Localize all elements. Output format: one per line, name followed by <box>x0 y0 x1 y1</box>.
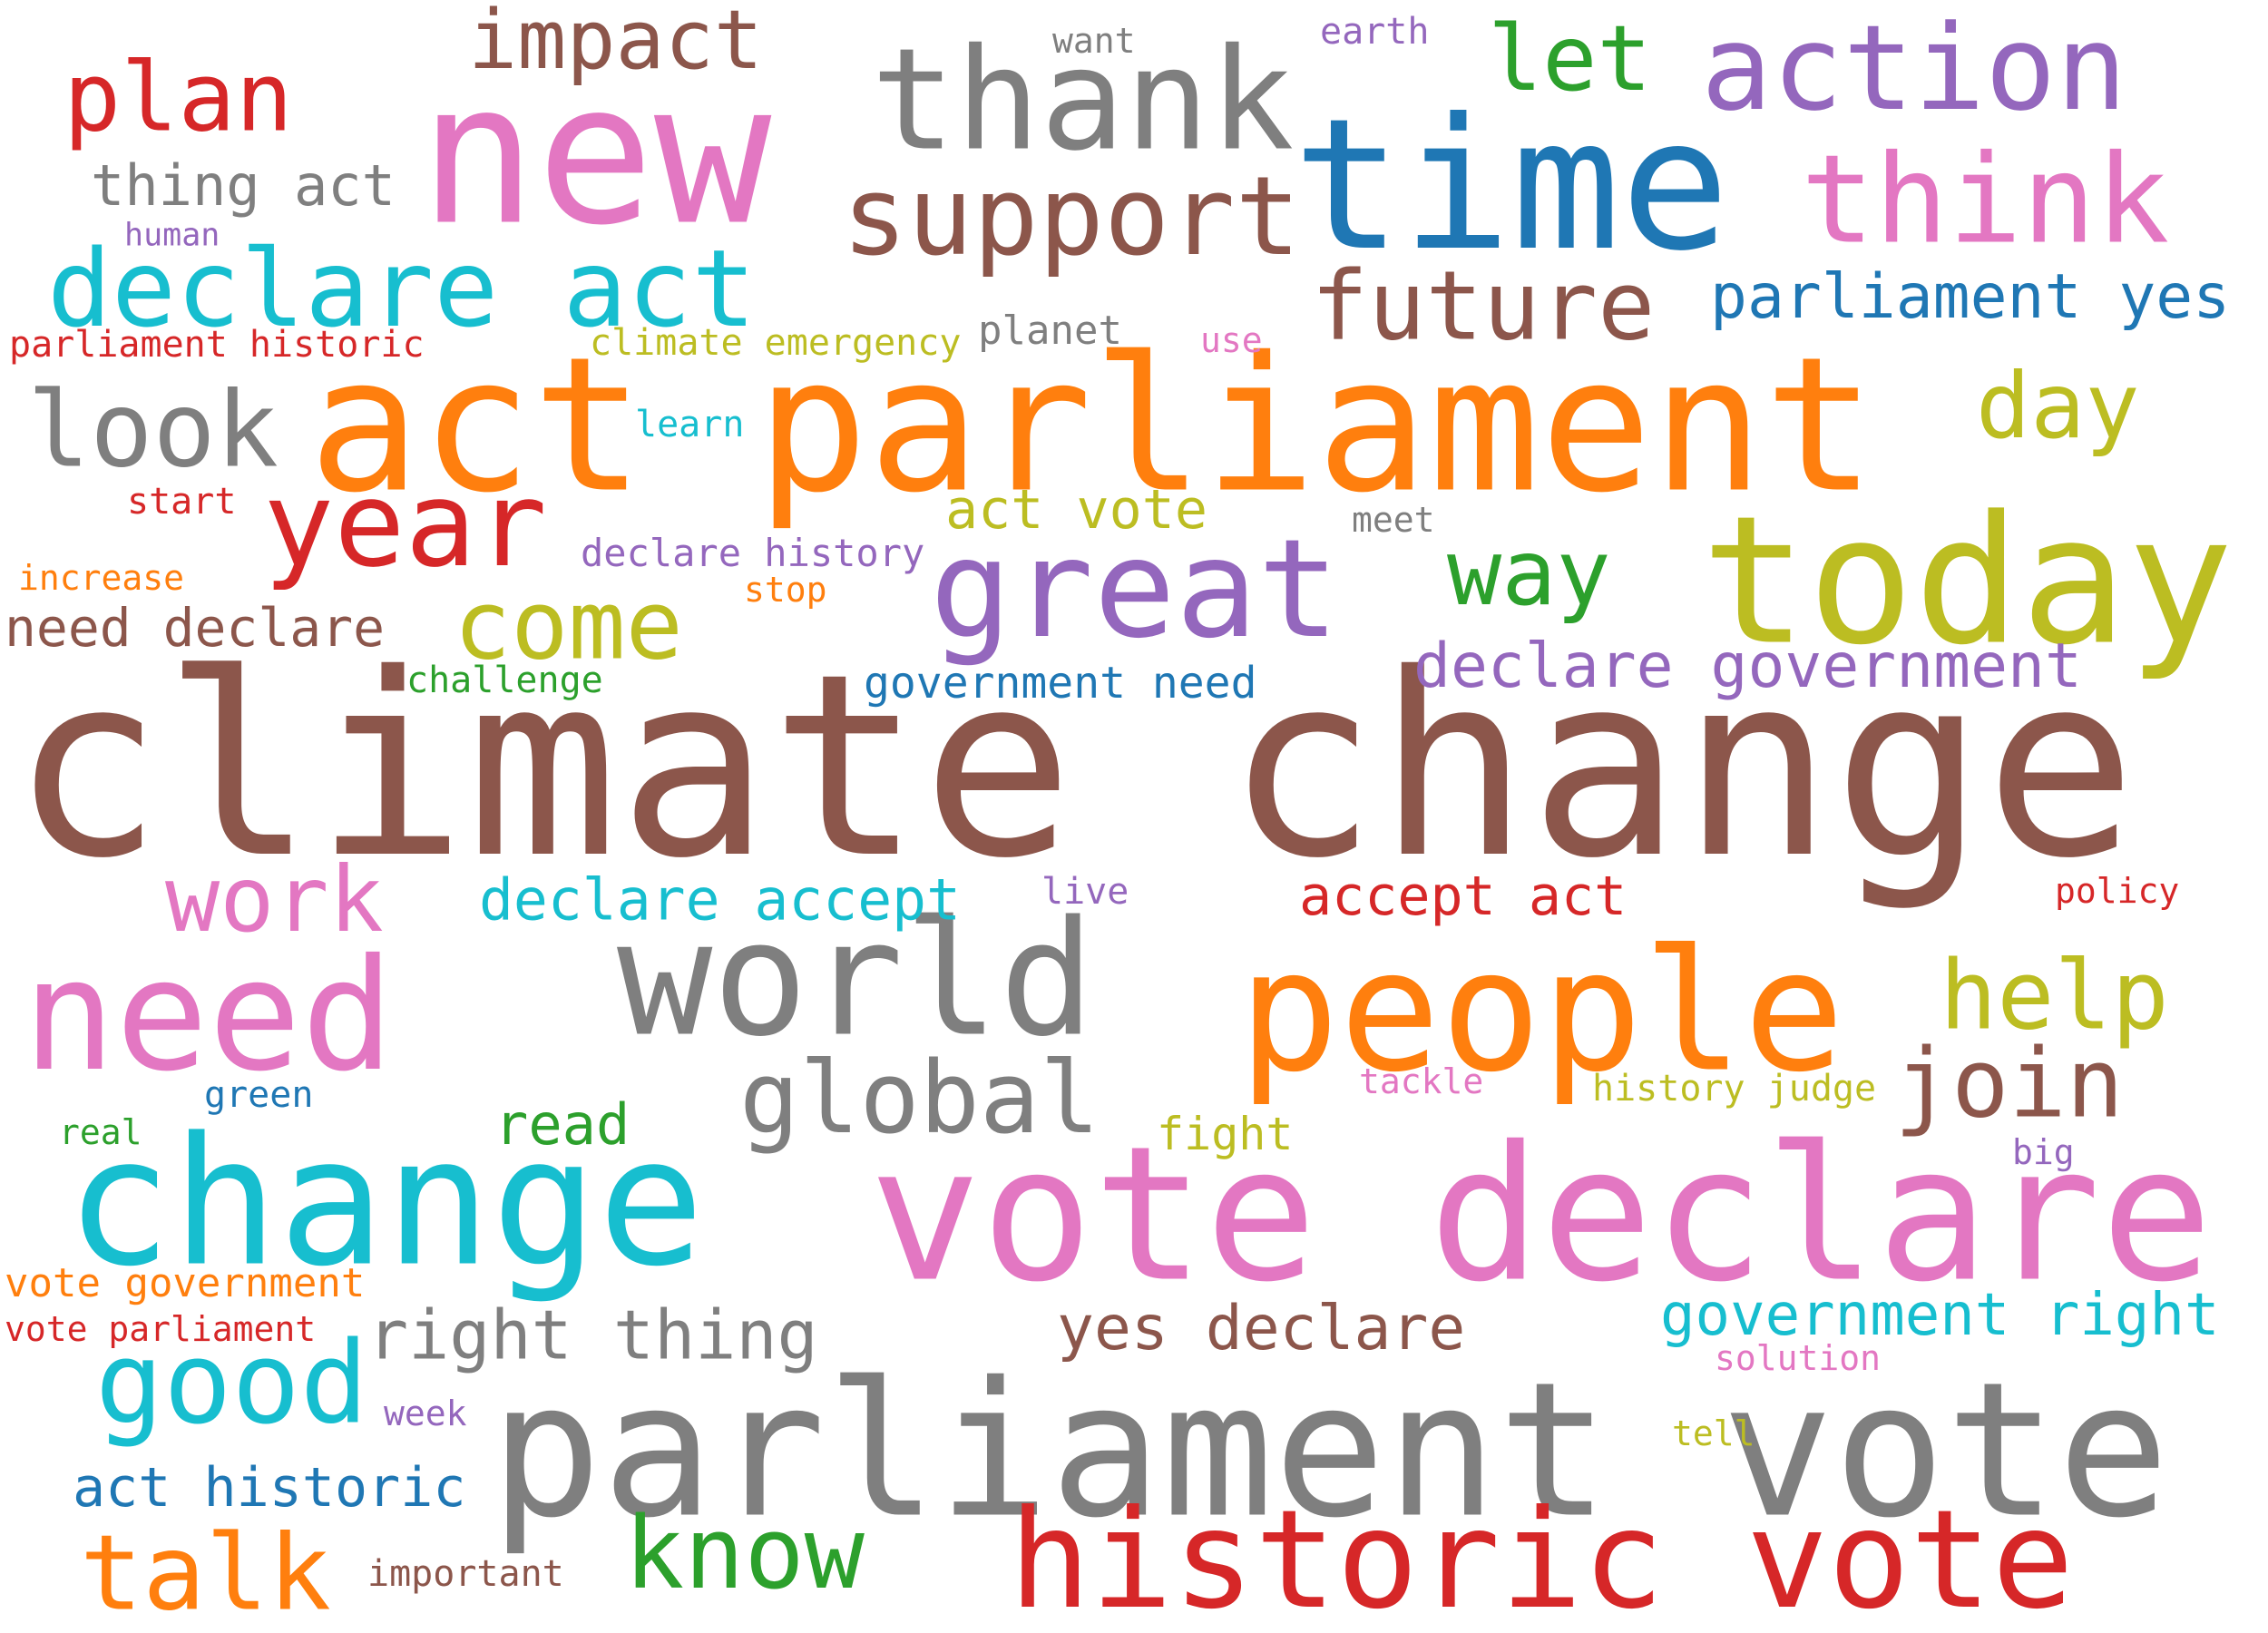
word-let: let <box>1488 5 1652 112</box>
word-time: time <box>1293 80 1730 291</box>
word-green: green <box>204 1074 314 1116</box>
word-climate-change: climate change <box>11 620 2137 914</box>
word-parliament-vote: parliament vote <box>490 1343 2170 1560</box>
word-thing-act: thing act <box>91 152 396 219</box>
word-global: global <box>739 1040 1100 1156</box>
word-learn: learn <box>635 404 745 445</box>
word-day: day <box>1976 353 2140 459</box>
word-week: week <box>384 1393 467 1433</box>
word-meet: meet <box>1352 500 1435 540</box>
word-vote-declare: vote declare <box>869 1107 2214 1324</box>
word-parliament-yes: parliament yes <box>1710 261 2231 333</box>
word-plan: plan <box>64 42 293 153</box>
word-history-judge: history judge <box>1592 1068 1877 1110</box>
word-yes-declare: yes declare <box>1057 1293 1466 1364</box>
word-accept-act: accept act <box>1299 865 1628 928</box>
word-solution: solution <box>1715 1338 1882 1378</box>
word-action: action <box>1701 0 2127 137</box>
word-big: big <box>2012 1132 2075 1172</box>
word-new: new <box>419 40 772 269</box>
word-read: read <box>494 1091 631 1158</box>
word-know: know <box>624 1495 865 1611</box>
word-world: world <box>617 887 1095 1072</box>
word-impact: impact <box>468 0 764 88</box>
word-right-thing: right thing <box>367 1295 818 1375</box>
word-support: support <box>842 154 1301 280</box>
word-declare-act: declare act <box>47 226 757 351</box>
word-climate-emergency: climate emergency <box>590 322 962 364</box>
word-people: people <box>1238 913 1845 1110</box>
word-act-parliament: act parliament <box>308 318 1876 534</box>
word-great: great <box>930 511 1340 669</box>
word-join: join <box>1894 1028 2124 1139</box>
word-look: look <box>27 369 279 492</box>
word-need: need <box>23 926 395 1106</box>
word-live: live <box>1041 871 1129 913</box>
word-future: future <box>1311 250 1656 362</box>
word-earth: earth <box>1320 11 1430 53</box>
word-work: work <box>165 846 384 953</box>
word-act-historic: act historic <box>73 1456 466 1520</box>
word-tell: tell <box>1672 1413 1755 1453</box>
word-policy: policy <box>2055 871 2180 911</box>
word-talk: talk <box>80 1512 331 1633</box>
word-want: want <box>1052 21 1136 61</box>
word-tackle: tackle <box>1359 1061 1484 1101</box>
word-think: think <box>1801 128 2170 271</box>
word-good: good <box>95 1317 369 1450</box>
word-declare-accept: declare accept <box>479 866 962 934</box>
word-fight: fight <box>1157 1108 1294 1160</box>
word-declare-history: declare history <box>581 531 925 575</box>
word-use: use <box>1200 320 1263 360</box>
word-real: real <box>59 1112 142 1152</box>
word-year: year <box>263 455 548 593</box>
word-human: human <box>124 217 220 254</box>
word-way: way <box>1447 520 1611 626</box>
word-vote-parliament: vote parliament <box>5 1309 317 1349</box>
word-change: change <box>65 1099 705 1305</box>
word-act-vote: act vote <box>945 478 1207 542</box>
word-vote-government: vote government <box>5 1260 366 1306</box>
word-need-declare: need declare <box>5 597 386 659</box>
word-challenge: challenge <box>406 660 603 701</box>
word-increase: increase <box>18 558 185 598</box>
word-planet: planet <box>978 308 1122 354</box>
word-important: important <box>367 1553 564 1595</box>
word-today: today <box>1701 477 2234 684</box>
word-stop: stop <box>744 570 827 610</box>
word-come: come <box>454 570 683 681</box>
word-thank: thank <box>871 17 1295 182</box>
word-help: help <box>1940 940 2169 1051</box>
word-historic-vote: historic vote <box>1009 1481 2074 1633</box>
word-government-need: government need <box>864 658 1257 709</box>
word-start: start <box>127 481 237 523</box>
word-government-right: government right <box>1660 1282 2220 1349</box>
word-declare-government: declare government <box>1413 631 2082 702</box>
word-parliament-historic: parliament historic <box>9 324 425 366</box>
